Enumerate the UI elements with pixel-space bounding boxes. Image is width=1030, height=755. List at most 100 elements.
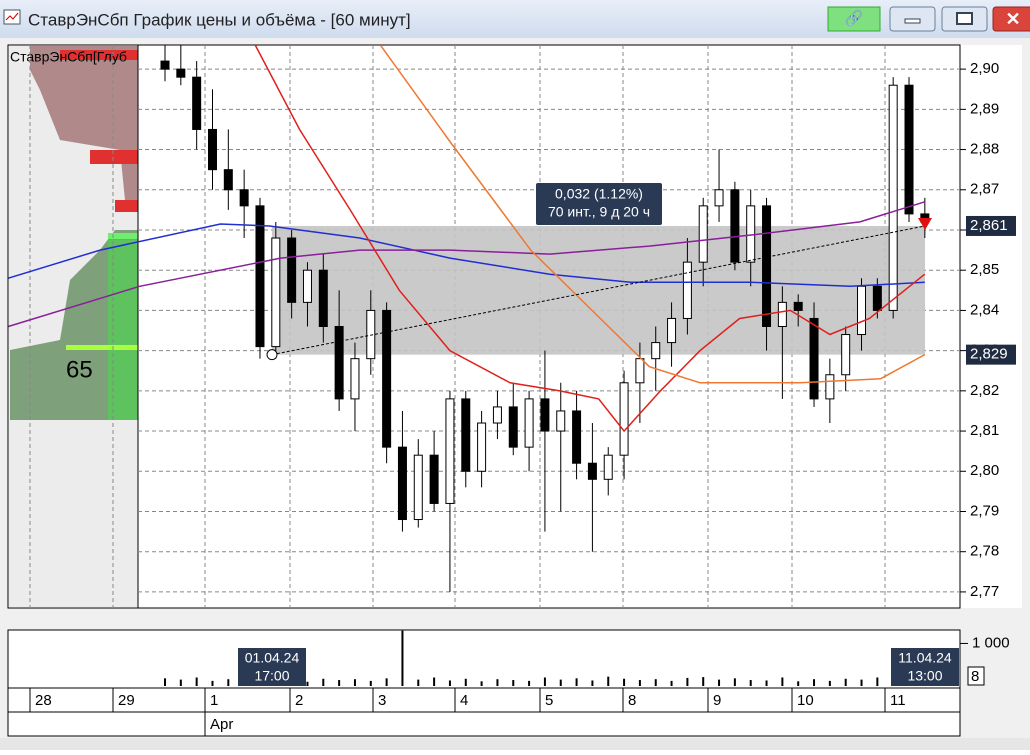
close-icon: ✕ bbox=[1005, 9, 1020, 29]
candle-body bbox=[698, 205, 708, 263]
crosshair-label: 17:00 bbox=[254, 668, 289, 684]
close-button[interactable] bbox=[992, 6, 1030, 32]
volume-bar bbox=[448, 680, 451, 686]
price-axis bbox=[960, 45, 1022, 608]
y-tick-label: 2,85 bbox=[970, 261, 999, 278]
date-axis bbox=[7, 687, 961, 713]
candle-body bbox=[492, 406, 502, 424]
candle-body bbox=[667, 317, 677, 344]
volume-bar bbox=[385, 678, 388, 686]
volume-bar bbox=[765, 680, 768, 686]
volume-panel bbox=[7, 629, 961, 689]
candle-body bbox=[287, 237, 297, 303]
y-tick-label: 2,88 bbox=[970, 141, 999, 158]
price-label-box bbox=[966, 215, 1016, 236]
candle-body bbox=[429, 454, 439, 504]
link-button[interactable] bbox=[827, 6, 881, 32]
candle-body bbox=[271, 237, 281, 348]
candle-body bbox=[651, 342, 661, 360]
price-label: 2,861 bbox=[970, 217, 1008, 234]
candle-body bbox=[160, 60, 170, 70]
candle-body bbox=[825, 374, 835, 400]
volume-bar bbox=[464, 678, 467, 686]
volume-bar bbox=[195, 677, 198, 686]
volume-bar bbox=[844, 678, 847, 686]
candle-body bbox=[461, 398, 471, 472]
profile-red bbox=[90, 150, 138, 164]
indicator-line bbox=[254, 45, 926, 433]
candle-body bbox=[904, 84, 914, 215]
maximize-icon bbox=[956, 12, 973, 25]
tooltip-line: 70 инт., 9 д 20 ч bbox=[548, 204, 650, 220]
profile-red bbox=[60, 50, 138, 60]
volume-bar bbox=[575, 678, 578, 686]
candle-body bbox=[334, 326, 344, 400]
volume-bar bbox=[543, 677, 546, 686]
volume-bar bbox=[654, 679, 657, 686]
volume-bar bbox=[353, 679, 356, 686]
trend-anchor bbox=[266, 349, 278, 361]
plot-area bbox=[8, 45, 960, 608]
candle-body bbox=[587, 462, 597, 480]
volume-bar bbox=[496, 679, 499, 686]
y-tick-label: 2,78 bbox=[970, 543, 999, 560]
profile-lower bbox=[10, 230, 138, 420]
date-label: 3 bbox=[378, 692, 386, 709]
month-axis bbox=[7, 711, 961, 737]
crosshair-label: 01.04.24 bbox=[245, 650, 300, 666]
candle-body bbox=[477, 422, 487, 472]
y-tick-label: 2,84 bbox=[970, 301, 999, 318]
candle-body bbox=[192, 76, 202, 130]
profile-green bbox=[108, 240, 138, 420]
candle-body bbox=[239, 189, 249, 207]
candle-body bbox=[207, 128, 217, 171]
volume-scale-label: 8 bbox=[971, 668, 979, 685]
candle-body bbox=[223, 169, 233, 191]
volume-bar bbox=[638, 680, 641, 686]
profile-red bbox=[115, 200, 138, 212]
volume-bar bbox=[227, 679, 230, 686]
volume-tick-label: 1 000 bbox=[972, 634, 1010, 651]
tooltip-box bbox=[536, 183, 662, 225]
volume-bar bbox=[749, 680, 752, 686]
volume-bar bbox=[781, 677, 784, 686]
volume-bar bbox=[480, 681, 483, 686]
candle-body bbox=[382, 309, 392, 448]
date-label: 2 bbox=[295, 692, 303, 709]
volume-bar bbox=[211, 680, 214, 686]
candle-body bbox=[572, 410, 582, 464]
chart-layer: 2,902,892,882,872,862,852,842,832,822,81… bbox=[8, 45, 1016, 736]
candle-body bbox=[366, 309, 376, 360]
volume-bar bbox=[670, 680, 673, 686]
date-label: 1 bbox=[210, 692, 218, 709]
crosshair-box bbox=[238, 648, 306, 686]
candle-body bbox=[318, 269, 328, 328]
volume-bar bbox=[876, 677, 879, 686]
trend-line bbox=[271, 225, 926, 356]
y-tick-label: 2,77 bbox=[970, 583, 999, 600]
crosshair-box bbox=[891, 648, 959, 686]
candle-body bbox=[540, 398, 550, 432]
date-label: 8 bbox=[628, 692, 636, 709]
y-tick-label: 2,80 bbox=[970, 462, 999, 479]
profile-upper bbox=[30, 46, 138, 200]
candle-body bbox=[888, 84, 898, 311]
volume-bar bbox=[179, 679, 182, 686]
volume-bar bbox=[306, 681, 309, 686]
candle-body bbox=[524, 398, 534, 448]
date-label: 5 bbox=[545, 692, 553, 709]
trend-marker bbox=[918, 217, 932, 230]
candle-body bbox=[302, 269, 312, 303]
profile-green bbox=[108, 233, 138, 239]
candle-body bbox=[508, 406, 518, 448]
volume-bar bbox=[718, 679, 721, 686]
link-icon: 🔗 bbox=[845, 8, 864, 27]
indicator-line bbox=[8, 201, 926, 328]
price-label: 2,829 bbox=[970, 346, 1008, 363]
volume-bar bbox=[164, 678, 166, 686]
candle-body bbox=[841, 334, 851, 376]
candle-body bbox=[857, 285, 867, 336]
scrollbar[interactable] bbox=[0, 738, 1030, 750]
candle-body bbox=[714, 189, 724, 207]
volume-bar bbox=[591, 680, 594, 686]
